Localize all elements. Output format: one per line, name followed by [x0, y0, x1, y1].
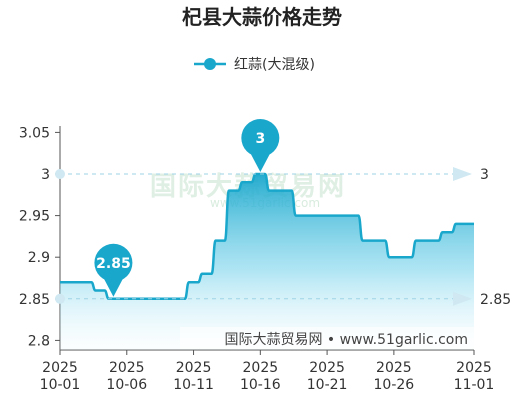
- x-tick-date: 10-11: [173, 377, 214, 393]
- x-tick-year: 2025: [309, 360, 345, 376]
- y-tick-label: 2.9: [28, 250, 50, 266]
- x-tick-year: 2025: [376, 360, 412, 376]
- x-tick-year: 2025: [243, 360, 279, 376]
- series-line: [60, 172, 474, 301]
- reference-arrow: [453, 291, 472, 306]
- chart-title: 杞县大蒜价格走势: [182, 5, 342, 29]
- legend-marker: [204, 58, 216, 70]
- source-text: 国际大蒜贸易网 • www.51garlic.com: [224, 332, 468, 348]
- reference-label: 2.85: [480, 292, 511, 308]
- plot-area: 国际大蒜贸易网www.51garlic.com3.0532.952.92.852…: [19, 119, 511, 393]
- x-tick-year: 2025: [109, 360, 145, 376]
- legend[interactable]: 红蒜(大混级): [194, 57, 315, 73]
- x-tick-date: 10-06: [106, 377, 147, 393]
- x-tick-year: 2025: [176, 360, 212, 376]
- x-tick-date: 10-21: [307, 377, 348, 393]
- x-tick-date: 10-01: [40, 377, 81, 393]
- marker-pin-tail: [103, 277, 124, 297]
- marker-pin-tail: [250, 153, 271, 172]
- reference-label: 3: [480, 167, 489, 183]
- x-tick-date: 10-16: [240, 377, 281, 393]
- y-tick-label: 2.85: [19, 292, 50, 308]
- source-backdrop: [180, 327, 474, 349]
- y-tick-label: 3.05: [19, 125, 50, 141]
- legend-label: 红蒜(大混级): [234, 57, 315, 73]
- x-tick-date: 11-01: [454, 377, 495, 393]
- series-area: [60, 174, 474, 350]
- reference-arrow: [453, 167, 472, 181]
- x-tick-year: 2025: [42, 360, 78, 376]
- marker-label: 2.85: [96, 256, 131, 272]
- reference-start-dot: [55, 169, 65, 179]
- y-tick-label: 3: [41, 167, 50, 183]
- marker-label: 3: [255, 131, 265, 147]
- marker-pin: [94, 243, 133, 282]
- reference-start-dot: [55, 293, 65, 304]
- y-tick-label: 2.8: [28, 333, 50, 349]
- marker-pin: [241, 119, 280, 157]
- y-tick-label: 2.95: [19, 209, 50, 225]
- x-tick-year: 2025: [456, 360, 492, 376]
- x-tick-date: 10-26: [374, 377, 415, 393]
